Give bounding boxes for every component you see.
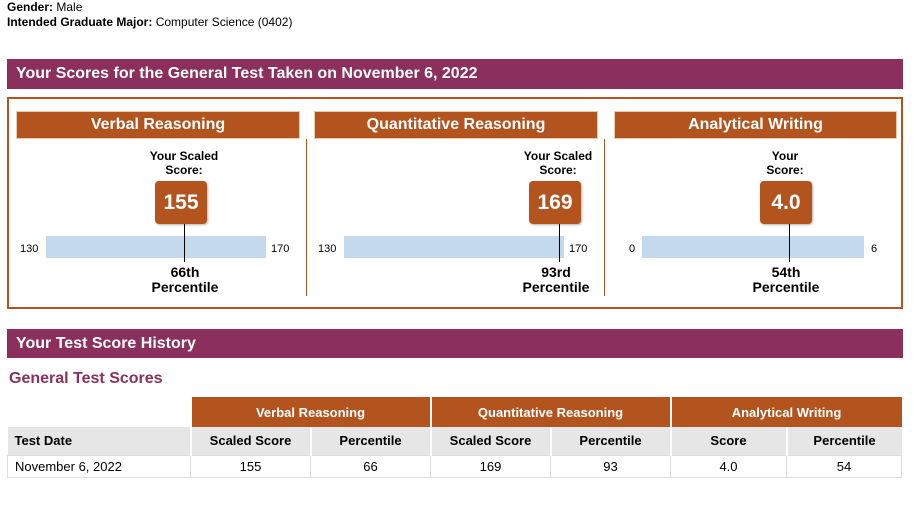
gender-label: Gender:: [7, 0, 54, 14]
quant-scale-bar: [344, 236, 564, 258]
table-empty-corner: [8, 397, 191, 427]
writing-header: Analytical Writing: [614, 111, 897, 139]
quant-score-box: 169: [529, 181, 581, 224]
score-label-line1: Your Scaled: [149, 149, 219, 163]
verbal-scale-min: 130: [20, 243, 39, 255]
score-panel: Verbal Reasoning Your Scaled Score: 155 …: [7, 97, 903, 309]
quant-scale-max: 170: [569, 243, 588, 255]
writing-percentile-word: Percentile: [752, 279, 820, 295]
gender-line: Gender: Male: [7, 0, 82, 14]
quant-percentile: 93rd Percentile: [506, 265, 606, 295]
writing-scale-min: 0: [629, 243, 636, 255]
row-quant-scaled: 169: [430, 454, 551, 478]
col-verbal-percentile: Percentile: [309, 427, 431, 455]
writing-scale-bar: [642, 236, 864, 258]
col-verbal-scaled: Scaled Score: [189, 427, 311, 455]
quant-section: Quantitative Reasoning Your Scaled Score…: [307, 99, 605, 307]
row-verbal-percentile: 66: [310, 454, 431, 478]
col-test-date: Test Date: [7, 427, 191, 455]
verbal-section: Verbal Reasoning Your Scaled Score: 155 …: [9, 99, 307, 307]
row-test-date: November 6, 2022: [7, 454, 191, 478]
score-history-table: Verbal Reasoning Quantitative Reasoning …: [7, 397, 902, 478]
quant-header: Quantitative Reasoning: [314, 111, 598, 139]
row-verbal-scaled: 155: [190, 454, 311, 478]
group-verbal: Verbal Reasoning: [189, 397, 431, 427]
history-banner: Your Test Score History: [7, 329, 903, 358]
verbal-score-label: Your Scaled Score:: [139, 149, 229, 177]
verbal-percentile: 66th Percentile: [135, 265, 235, 295]
gender-value: Male: [56, 0, 83, 14]
row-quant-percentile: 93: [550, 454, 671, 478]
row-writing-percentile: 54: [786, 454, 902, 478]
table-group-row: Verbal Reasoning Quantitative Reasoning …: [8, 397, 902, 427]
writing-section: Analytical Writing Your Score: 4.0 0 6 5…: [605, 99, 901, 307]
quant-scale-min: 130: [318, 243, 337, 255]
section-divider: [306, 139, 307, 296]
quant-percentile-value: 93rd: [541, 264, 571, 280]
history-subhead: General Test Scores: [9, 370, 163, 387]
major-value: Computer Science (0402): [155, 15, 293, 29]
score-label-line2: Score:: [165, 163, 203, 177]
quant-score-marker: [559, 224, 560, 262]
verbal-percentile-value: 66th: [170, 264, 200, 280]
scores-banner: Your Scores for the General Test Taken o…: [7, 59, 903, 89]
quant-percentile-word: Percentile: [522, 279, 590, 295]
writing-percentile: 54th Percentile: [736, 265, 836, 295]
verbal-scale-max: 170: [271, 243, 290, 255]
quant-score-label: Your Scaled Score:: [513, 149, 603, 177]
verbal-percentile-word: Percentile: [151, 279, 219, 295]
writing-percentile-value: 54th: [771, 264, 801, 280]
col-quant-scaled: Scaled Score: [429, 427, 551, 455]
writing-score-label: Your Score:: [740, 149, 830, 177]
writing-score-box: 4.0: [760, 181, 812, 224]
score-label-line2: Score:: [766, 163, 804, 177]
group-writing: Analytical Writing: [669, 397, 902, 427]
writing-scale-max: 6: [871, 243, 878, 255]
score-label-line1: Your Scaled: [523, 149, 593, 163]
verbal-score-box: 155: [155, 181, 207, 224]
col-writing-percentile: Percentile: [785, 427, 902, 455]
score-label-line2: Score:: [539, 163, 577, 177]
major-line: Intended Graduate Major: Computer Scienc…: [7, 15, 292, 29]
verbal-header: Verbal Reasoning: [16, 111, 300, 139]
score-label-line1: Your: [771, 149, 799, 163]
col-writing-score: Score: [669, 427, 787, 455]
table-row: November 6, 2022 155 66 169 93 4.0 54: [7, 454, 902, 478]
verbal-score-marker: [184, 224, 185, 262]
group-quant: Quantitative Reasoning: [429, 397, 671, 427]
major-label: Intended Graduate Major:: [7, 15, 153, 29]
writing-score-marker: [789, 224, 790, 262]
verbal-scale-bar: [46, 236, 266, 258]
col-quant-percentile: Percentile: [549, 427, 671, 455]
table-header-row: Test Date Scaled Score Percentile Scaled…: [7, 427, 902, 455]
row-writing-score: 4.0: [670, 454, 787, 478]
section-divider: [604, 139, 605, 296]
